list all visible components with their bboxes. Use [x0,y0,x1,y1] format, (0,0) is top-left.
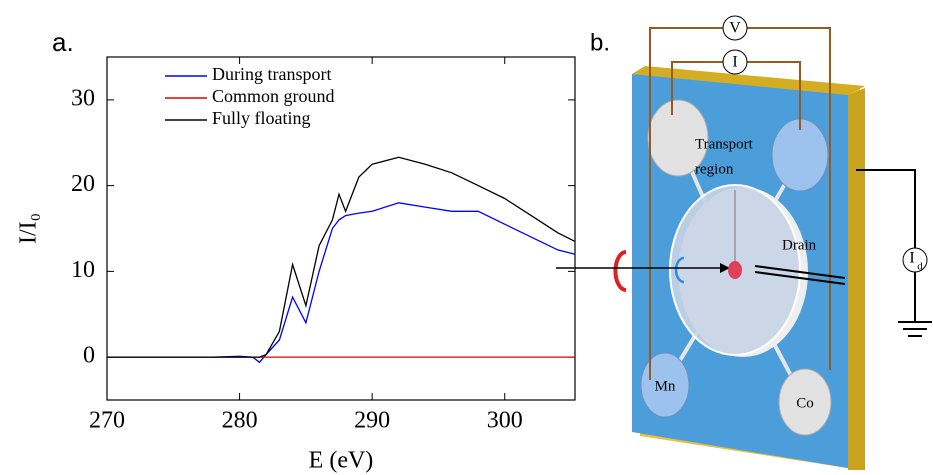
contact-label: Co [796,395,814,411]
panel-label: a. [52,27,74,57]
contact [640,352,690,418]
rotation-arrow [674,256,685,284]
series-line [107,202,576,364]
series-line [107,156,576,358]
meter-label: I [909,250,914,267]
y-tick-label: 10 [71,257,95,283]
drain-label: Drain [782,237,817,253]
legend-label: During transport [212,64,331,84]
plate-side [848,88,865,470]
meter-label: V [729,20,741,37]
plot-area: 270 280 290 300 0 10 20 30 E (eV) I/I₀ During tran… [16,56,576,474]
contact-label: Mn [655,378,676,394]
y-tick-label: 0 [83,343,95,369]
diagram: V I Transport region Drain Mn Co I d [556,15,932,470]
y-axis-label: I/I₀ [16,213,42,244]
beam-head [720,263,730,273]
panel-label: b. [590,29,610,56]
wire [671,61,723,115]
contact [778,368,832,436]
voltmeter [722,15,748,41]
x-tick-label: 280 [222,408,258,434]
region-label: region [695,161,734,177]
legend-label: Common ground [212,86,335,106]
spot [728,261,742,279]
drain-meter [902,247,928,273]
ground-wire [856,169,916,248]
ammeter [722,49,748,75]
wire [649,27,723,380]
wire [747,27,831,370]
meter-label: d [917,261,923,273]
legend-label: Fully floating [212,108,311,128]
wire [747,61,801,130]
x-tick-label: 270 [89,408,125,434]
y-tick-label: 30 [71,85,95,111]
region-label: Transport [695,136,754,152]
x-axis-label: E (eV) [309,448,374,474]
x-tick-label: 300 [487,408,523,434]
y-tick-label: 20 [71,171,95,197]
contact [647,99,709,177]
x-tick-label: 290 [354,408,390,434]
plate-top [632,66,865,95]
meter-label: I [732,54,737,71]
rotation-arrow [613,250,627,292]
drain-wire [754,265,846,285]
axes-frame [106,56,576,401]
